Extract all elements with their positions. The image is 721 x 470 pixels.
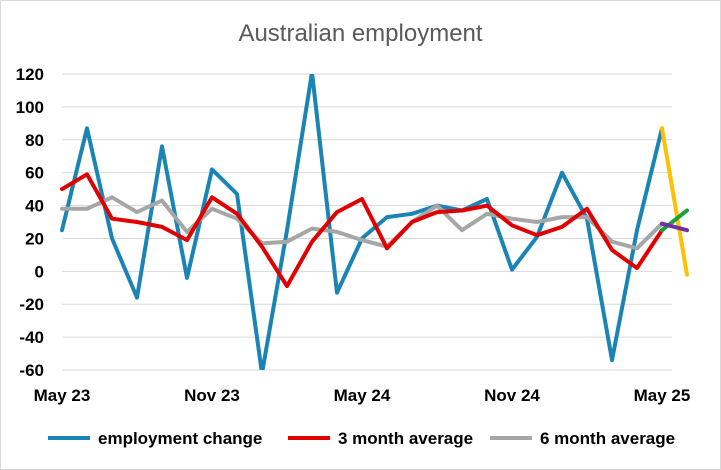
y-tick-label: -60 — [19, 361, 44, 380]
legend: employment change 3 month average 6 month … — [48, 429, 675, 448]
projection-line-2 — [660, 208, 689, 233]
x-tick-label: May 25 — [634, 386, 691, 405]
y-tick-label: 120 — [16, 65, 44, 84]
y-tick-label: 80 — [25, 131, 44, 150]
projection-line-1 — [660, 126, 689, 277]
series-lines — [60, 74, 689, 370]
y-tick-label: -40 — [19, 328, 44, 347]
x-tick-label: Nov 24 — [484, 386, 540, 405]
x-tick-label: May 24 — [334, 386, 391, 405]
y-tick-label: 20 — [25, 229, 44, 248]
x-tick-label: Nov 23 — [184, 386, 240, 405]
series-line-employment-change — [60, 74, 664, 370]
gridlines — [62, 73, 672, 371]
y-tick-label: 100 — [16, 98, 44, 117]
x-tick-label: May 23 — [34, 386, 91, 405]
legend-item-3-month-average: 3 month average — [288, 429, 473, 448]
x-axis-ticks: May 23 Nov 23 May 24 Nov 24 May 25 — [34, 386, 691, 405]
series-line-6-month-average — [60, 195, 664, 251]
chart-title: Australian employment — [238, 20, 483, 47]
legend-label: 3 month average — [338, 429, 473, 448]
legend-label: employment change — [98, 429, 262, 448]
y-axis-ticks: 120 100 80 60 40 20 0 -20 -40 -60 — [16, 65, 44, 380]
legend-item-employment-change: employment change — [48, 429, 262, 448]
y-tick-label: -20 — [19, 295, 44, 314]
legend-label: 6 month average — [540, 429, 675, 448]
y-tick-label: 0 — [35, 262, 44, 281]
series-line-3-month-average — [60, 172, 664, 289]
legend-item-6-month-average: 6 month average — [490, 429, 675, 448]
y-tick-label: 60 — [25, 164, 44, 183]
y-tick-label: 40 — [25, 197, 44, 216]
projection-line-3 — [660, 221, 689, 233]
